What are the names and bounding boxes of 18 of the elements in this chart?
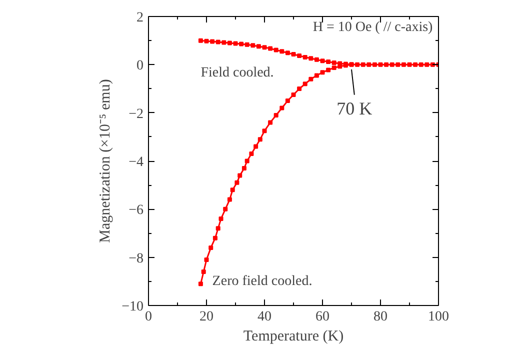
x-tick-label: 40 [258, 310, 272, 324]
y-tick-label: 0 [136, 58, 144, 74]
x-tick-label: 20 [200, 310, 214, 324]
annotation: 70 K [336, 98, 372, 118]
y-tick-label: −4 [128, 155, 144, 170]
x-tick-label: 60 [316, 310, 330, 324]
y-tick-label: −6 [128, 203, 144, 218]
chart-title: H = 10 Oe ( // c-axis) [312, 20, 434, 36]
annotation: Zero field cooled. [212, 274, 312, 289]
annotation: Field cooled. [200, 66, 274, 81]
y-axis-title: Magnetization (×10⁻⁵ emu) [98, 79, 114, 243]
y-tick-label: 2 [136, 10, 144, 26]
y-tick-label: −10 [122, 300, 144, 314]
y-tick-label: −8 [128, 251, 144, 266]
x-tick-label: 80 [374, 310, 388, 324]
y-tick-label: −2 [128, 106, 144, 122]
x-axis-title: Temperature (K) [243, 328, 344, 344]
x-tick-label: 100 [428, 310, 449, 324]
